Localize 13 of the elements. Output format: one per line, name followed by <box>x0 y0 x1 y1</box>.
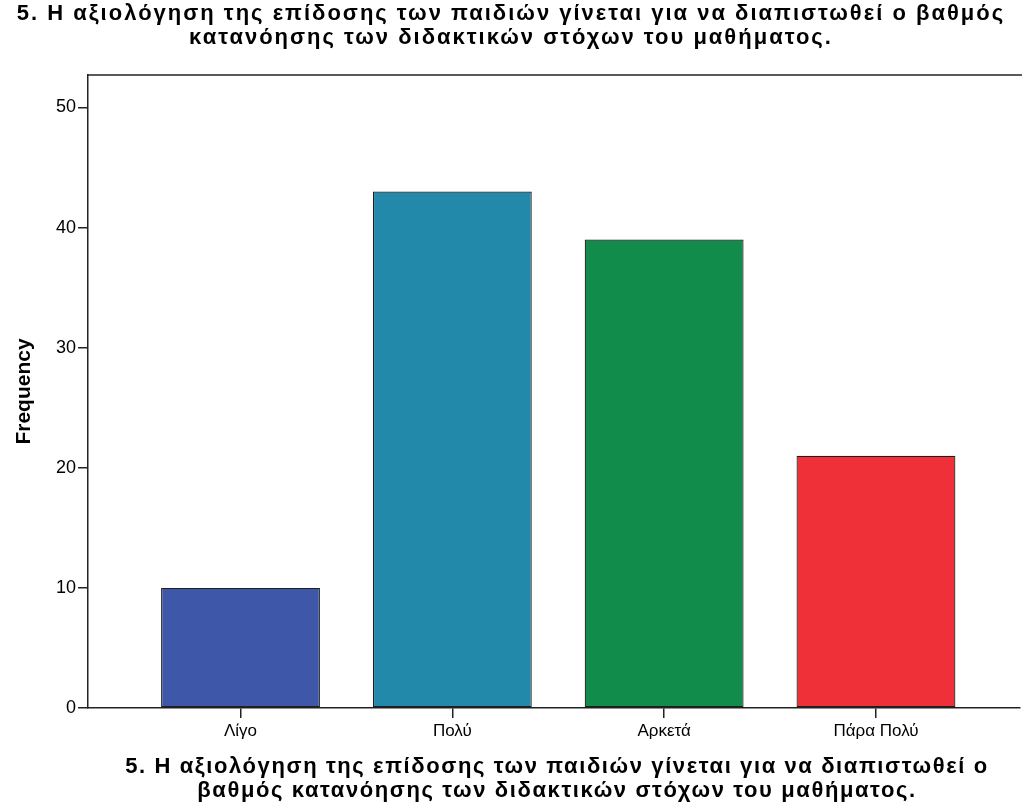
x-tick-label: Λίγο <box>223 720 258 740</box>
y-tick-label: 10 <box>55 576 76 597</box>
x-tick-label: Πολύ <box>432 720 472 740</box>
y-axis-title: Frequency <box>11 338 35 445</box>
x-axis-title: 5. Η αξιολόγηση της επίδοσης των παιδιών γίνεται για να διαπιστωθεί ο βαθμός κατανόησης των διδακτικών στόχων του μαθήματος. <box>124 753 990 802</box>
y-tick-label: 40 <box>55 216 76 237</box>
y-tick-label: 0 <box>65 696 76 717</box>
x-tick-label: Πάρα Πολύ <box>833 720 919 740</box>
x-tick-label: Αρκετά <box>637 720 692 740</box>
y-tick-label: 20 <box>55 456 76 477</box>
chart-title: 5. Η αξιολόγηση της επίδοσης των παιδιών γίνεται για να διαπιστωθεί ο βαθμός κατανόησης των διδακτικών στόχων του μαθήματος. <box>15 0 1007 49</box>
y-tick-label: 50 <box>55 96 76 117</box>
y-tick-label: 30 <box>55 336 76 357</box>
